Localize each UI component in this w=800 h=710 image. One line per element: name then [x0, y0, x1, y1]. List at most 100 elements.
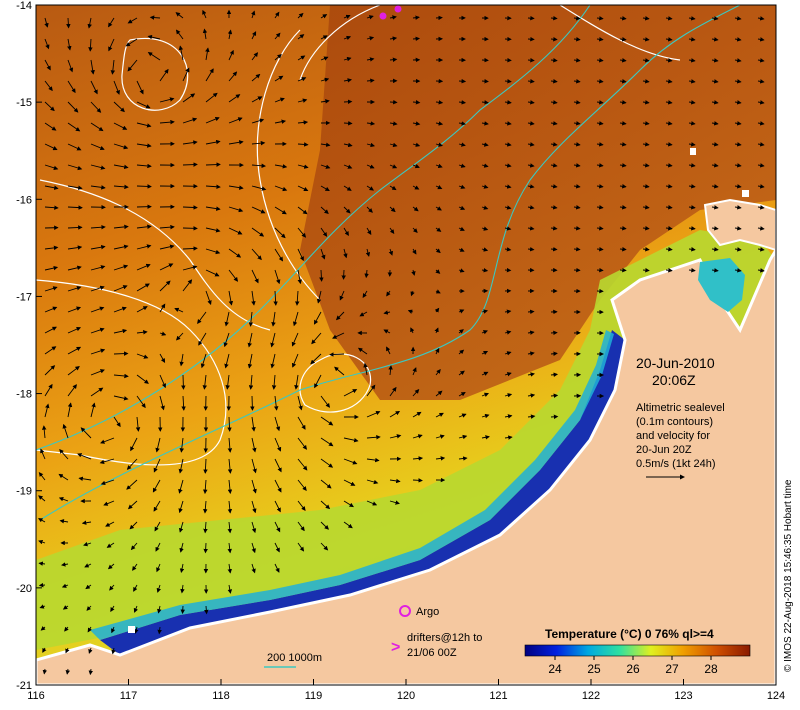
- velocity-arrow: [108, 17, 115, 28]
- velocity-arrow: [366, 457, 380, 463]
- velocity-arrow: [292, 311, 299, 327]
- velocity-arrow: [225, 374, 230, 390]
- velocity-arrow: [435, 434, 445, 439]
- velocity-arrow: [343, 248, 348, 259]
- velocity-arrow: [44, 403, 50, 418]
- velocity-arrow: [734, 79, 742, 84]
- velocity-arrow: [688, 16, 696, 21]
- velocity-arrow: [364, 269, 369, 279]
- velocity-arrow: [271, 311, 276, 327]
- velocity-arrow: [41, 425, 47, 439]
- velocity-arrow: [435, 185, 443, 190]
- velocity-arrow: [182, 117, 198, 124]
- velocity-arrow: [481, 247, 489, 252]
- velocity-arrow: [205, 92, 218, 103]
- velocity-arrow: [157, 605, 162, 614]
- velocity-arrow: [228, 290, 234, 306]
- velocity-arrow: [458, 184, 466, 189]
- velocity-arrow: [412, 185, 420, 190]
- velocity-arrow: [159, 97, 175, 103]
- velocity-arrow: [435, 142, 443, 147]
- argo-float-marker-2: [394, 5, 402, 13]
- annotation-desc-1: Altimetric sealevel: [636, 402, 725, 414]
- velocity-arrow: [665, 58, 673, 63]
- velocity-arrow: [44, 101, 55, 112]
- velocity-arrow: [412, 227, 418, 234]
- velocity-arrow: [274, 542, 280, 553]
- velocity-arrow: [228, 94, 241, 103]
- velocity-arrow: [504, 226, 512, 231]
- velocity-arrow: [343, 164, 353, 169]
- velocity-arrow: [202, 374, 208, 390]
- velocity-arrow: [320, 458, 334, 468]
- velocity-arrow: [228, 248, 242, 258]
- velocity-arrow: [182, 93, 196, 103]
- velocity-arrow: [320, 395, 331, 408]
- velocity-arrow: [711, 58, 719, 63]
- velocity-arrow: [251, 185, 267, 191]
- colorbar-gradient: [524, 644, 751, 657]
- velocity-arrow: [178, 479, 184, 494]
- velocity-arrow: [481, 121, 489, 126]
- velocity-arrow: [481, 184, 489, 189]
- lat-tick-label: -16: [16, 194, 32, 206]
- velocity-arrow: [642, 16, 650, 21]
- velocity-arrow: [596, 100, 604, 105]
- velocity-arrow: [127, 500, 138, 510]
- velocity-arrow: [113, 395, 129, 401]
- velocity-arrow: [67, 38, 72, 51]
- velocity-arrow: [105, 521, 115, 527]
- velocity-arrow: [133, 605, 138, 613]
- lon-tick-label: 120: [397, 690, 415, 702]
- velocity-arrow: [458, 226, 465, 231]
- velocity-arrow: [504, 121, 512, 126]
- velocity-arrow: [362, 290, 368, 299]
- velocity-arrow: [182, 246, 198, 251]
- velocity-arrow: [108, 38, 115, 52]
- velocity-arrow: [227, 437, 233, 453]
- velocity-arrow: [203, 500, 208, 514]
- velocity-arrow: [412, 142, 421, 147]
- velocity-arrow: [527, 57, 535, 63]
- velocity-arrow: [90, 244, 106, 250]
- velocity-arrow: [251, 500, 257, 514]
- velocity-arrow: [174, 307, 184, 313]
- velocity-arrow: [127, 17, 138, 24]
- velocity-arrow: [175, 29, 184, 40]
- velocity-arrow: [412, 434, 423, 439]
- velocity-arrow: [67, 205, 83, 210]
- velocity-arrow: [412, 248, 417, 255]
- velocity-arrow: [320, 99, 330, 104]
- colorbar-tick-label: 25: [587, 662, 601, 676]
- velocity-arrow: [59, 519, 69, 524]
- velocity-arrow: [435, 269, 441, 274]
- velocity-arrow: [66, 17, 71, 29]
- velocity-arrow: [363, 362, 368, 376]
- velocity-arrow: [407, 309, 414, 314]
- velocity-arrow: [527, 121, 535, 126]
- velocity-arrow: [596, 16, 604, 21]
- velocity-arrow: [573, 184, 581, 189]
- velocity-arrow: [642, 184, 650, 189]
- velocity-arrow: [642, 163, 650, 168]
- velocity-arrow: [270, 332, 276, 348]
- velocity-arrow: [136, 263, 151, 271]
- velocity-arrow: [688, 247, 696, 252]
- velocity-arrow: [343, 142, 353, 148]
- velocity-arrow: [90, 185, 106, 190]
- velocity-arrow: [320, 521, 330, 530]
- velocity-arrow: [320, 542, 329, 551]
- velocity-arrow: [274, 11, 280, 19]
- velocity-arrow: [205, 162, 221, 167]
- velocity-arrow: [109, 584, 115, 591]
- velocity-arrow: [297, 269, 302, 285]
- velocity-arrow: [386, 290, 391, 297]
- lon-tick-label: 116: [27, 690, 45, 702]
- velocity-arrow: [251, 248, 262, 261]
- velocity-arrow: [297, 521, 305, 532]
- velocity-arrow: [329, 352, 345, 357]
- velocity-arrow: [434, 327, 439, 334]
- velocity-arrow: [182, 279, 193, 292]
- velocity-arrow: [136, 353, 149, 359]
- velocity-arrow: [573, 246, 581, 252]
